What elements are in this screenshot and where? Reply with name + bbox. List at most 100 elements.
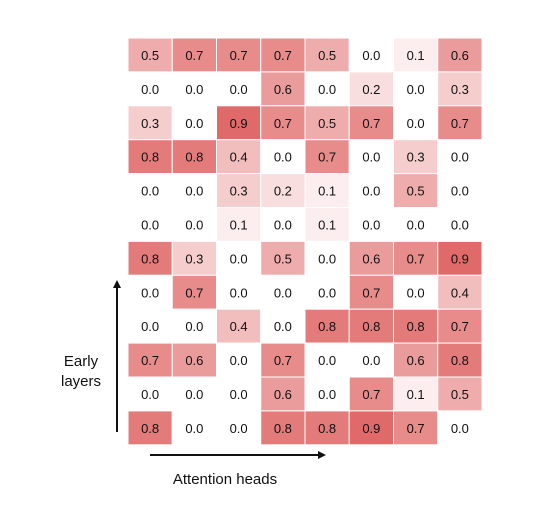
heatmap-cell-value: 0.1 — [318, 217, 336, 232]
heatmap-cell — [216, 308, 262, 344]
heatmap-cell-value: 0.7 — [318, 150, 336, 165]
heatmap-cell — [127, 342, 173, 378]
heatmap-cell-value: 0.0 — [230, 285, 248, 300]
heatmap-cell-value: 0.7 — [362, 387, 380, 402]
heatmap-cell — [348, 308, 394, 344]
heatmap-cell-value: 0.7 — [141, 353, 159, 368]
heatmap-cell-value: 0.6 — [274, 387, 292, 402]
heatmap-cell-value: 0.0 — [185, 421, 203, 436]
heatmap-cell-value: 0.0 — [141, 82, 159, 97]
heatmap-cell-value: 0.6 — [407, 353, 425, 368]
heatmap-cell-value: 0.0 — [141, 217, 159, 232]
heatmap-cell — [437, 342, 483, 378]
heatmap-cell — [260, 173, 306, 209]
heatmap-cell-value: 0.0 — [362, 48, 380, 63]
heatmap-cell-value: 0.6 — [185, 353, 203, 368]
heatmap-cell-value: 0.0 — [362, 217, 380, 232]
heatmap-cell-value: 0.0 — [274, 285, 292, 300]
heatmap-cell-value: 0.8 — [362, 319, 380, 334]
heatmap-cell — [348, 71, 394, 107]
heatmap-cell-value: 0.7 — [274, 116, 292, 131]
heatmap-cell-value: 0.0 — [230, 353, 248, 368]
heatmap-cell-value: 0.5 — [407, 184, 425, 199]
heatmap-cell — [171, 240, 217, 276]
heatmap-cell — [437, 105, 483, 141]
heatmap-cell-value: 0.0 — [451, 421, 469, 436]
heatmap-cell — [216, 410, 262, 446]
heatmap-cell-value: 0.0 — [141, 184, 159, 199]
heatmap-cell — [304, 342, 350, 378]
heatmap-cell-value: 0.0 — [185, 184, 203, 199]
heatmap-cell-value: 0.5 — [141, 48, 159, 63]
heatmap-cell — [437, 207, 483, 242]
heatmap-cell — [348, 37, 394, 73]
heatmap-cell-value: 0.5 — [274, 251, 292, 266]
heatmap-cell-value: 0.0 — [230, 421, 248, 436]
heatmap-cell — [437, 71, 483, 107]
heatmap-cell-value: 0.6 — [362, 251, 380, 266]
heatmap-cell-value: 0.7 — [230, 48, 248, 63]
heatmap-cell-value: 0.6 — [274, 82, 292, 97]
heatmap-cell — [437, 308, 483, 344]
heatmap-cell — [260, 410, 306, 446]
heatmap-cell — [348, 342, 394, 378]
heatmap-cell — [348, 410, 394, 446]
heatmap-cell-value: 0.0 — [274, 217, 292, 232]
heatmap-cell — [304, 274, 350, 310]
heatmap-cell — [171, 105, 217, 141]
heatmap-cell — [171, 376, 217, 412]
heatmap-cell — [437, 410, 483, 446]
heatmap-cell-value: 0.0 — [407, 285, 425, 300]
heatmap-cell-value: 0.7 — [407, 251, 425, 266]
heatmap-cell-value: 0.0 — [185, 387, 203, 402]
heatmap-cell-value: 0.5 — [318, 116, 336, 131]
heatmap-cell — [216, 105, 262, 141]
heatmap-cell — [304, 105, 350, 141]
heatmap-cell — [437, 37, 483, 73]
heatmap-cell — [171, 207, 217, 242]
heatmap-cell-value: 0.8 — [141, 150, 159, 165]
heatmap-cell — [393, 410, 439, 446]
heatmap-cell — [304, 240, 350, 276]
heatmap-cell-value: 0.8 — [451, 353, 469, 368]
heatmap-cell — [171, 308, 217, 344]
heatmap-cell-value: 0.1 — [318, 184, 336, 199]
heatmap-cell-value: 0.0 — [230, 251, 248, 266]
heatmap-cell — [348, 207, 394, 242]
heatmap-cell — [393, 240, 439, 276]
heatmap-cell-value: 0.7 — [274, 48, 292, 63]
y-axis-label-line-2: layers — [60, 373, 101, 390]
heatmap-cell-value: 0.4 — [451, 285, 469, 300]
heatmap-cell-value: 0.3 — [185, 251, 203, 266]
heatmap-cell-value: 0.7 — [362, 285, 380, 300]
heatmap-cell-value: 0.0 — [185, 116, 203, 131]
heatmap-cell-value: 0.0 — [318, 82, 336, 97]
heatmap-cell-value: 0.0 — [318, 285, 336, 300]
heatmap-cells: 0.5 0.7 0.7 0.7 0.5 0.0 0.1 0.6 0.0 0.0 0.0 0.6 0.0 0… — [127, 37, 483, 446]
heatmap-cell-value: 0.4 — [230, 319, 248, 334]
heatmap-cell-value: 0.1 — [230, 217, 248, 232]
heatmap-cell-value: 0.0 — [451, 184, 469, 199]
heatmap-cell — [304, 173, 350, 209]
heatmap-cell-value: 0.8 — [318, 319, 336, 334]
heatmap-cell-value: 0.0 — [362, 353, 380, 368]
heatmap-cell-value: 0.7 — [274, 353, 292, 368]
heatmap-cell-value: 0.0 — [141, 319, 159, 334]
heatmap-cell-value: 0.8 — [318, 421, 336, 436]
heatmap-cell-value: 0.7 — [451, 116, 469, 131]
heatmap-cell — [437, 376, 483, 412]
heatmap-cell — [393, 139, 439, 175]
heatmap-cell — [348, 240, 394, 276]
heatmap-cell-value: 0.5 — [318, 48, 336, 63]
heatmap-cell — [304, 207, 350, 242]
heatmap-cell — [304, 410, 350, 446]
heatmap-cell — [393, 376, 439, 412]
heatmap-cell — [437, 274, 483, 310]
heatmap-cell — [171, 342, 217, 378]
heatmap-cell — [127, 410, 173, 446]
heatmap-cell-value: 0.8 — [407, 319, 425, 334]
heatmap-cell-value: 0.3 — [230, 184, 248, 199]
heatmap-cell — [260, 105, 306, 141]
heatmap-cell-value: 0.8 — [141, 421, 159, 436]
